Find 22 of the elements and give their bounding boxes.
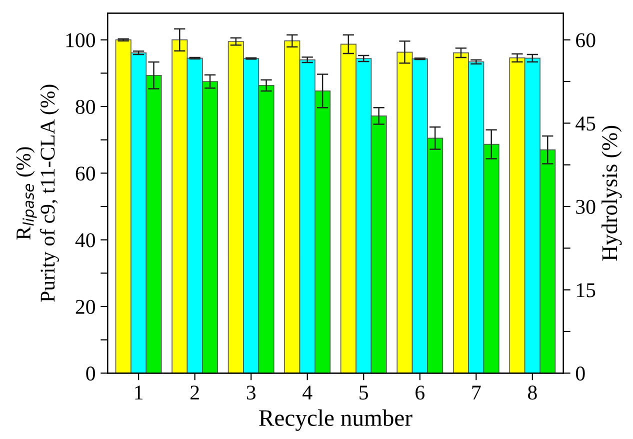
y-axis-title: R$_{lipase}$ (%) Purity of c9, t11-CLA (%) [16,84,59,302]
y2-axis-title: Hydrolysis (%) [602,126,622,261]
x-axis-title: Recycle number [259,409,412,431]
x-tick-label: 2 [190,386,199,400]
x-tick-label: 1 [135,386,143,400]
y-tick-label: 60 [76,166,96,181]
y2-tick-label: 60 [576,33,596,48]
y2-tick-label: 30 [576,200,596,214]
y2-tick-label: 15 [577,283,596,298]
x-tick-label: 3 [246,386,256,400]
y-tick-label: 0 [86,366,96,381]
x-tick-label: 4 [302,386,312,400]
x-tick-label: 6 [416,386,424,400]
y-tick-label: 80 [76,100,96,114]
x-tick-label: 8 [528,386,537,400]
x-tick-label: 7 [472,386,481,400]
y-tick-label: 40 [75,233,96,248]
y2-tick-label: 45 [576,116,596,131]
y2-tick-label: 0 [576,366,585,381]
y-tick-label: 100 [66,33,96,48]
x-tick-label: 5 [360,386,368,400]
y-tick-label: 20 [76,300,96,314]
